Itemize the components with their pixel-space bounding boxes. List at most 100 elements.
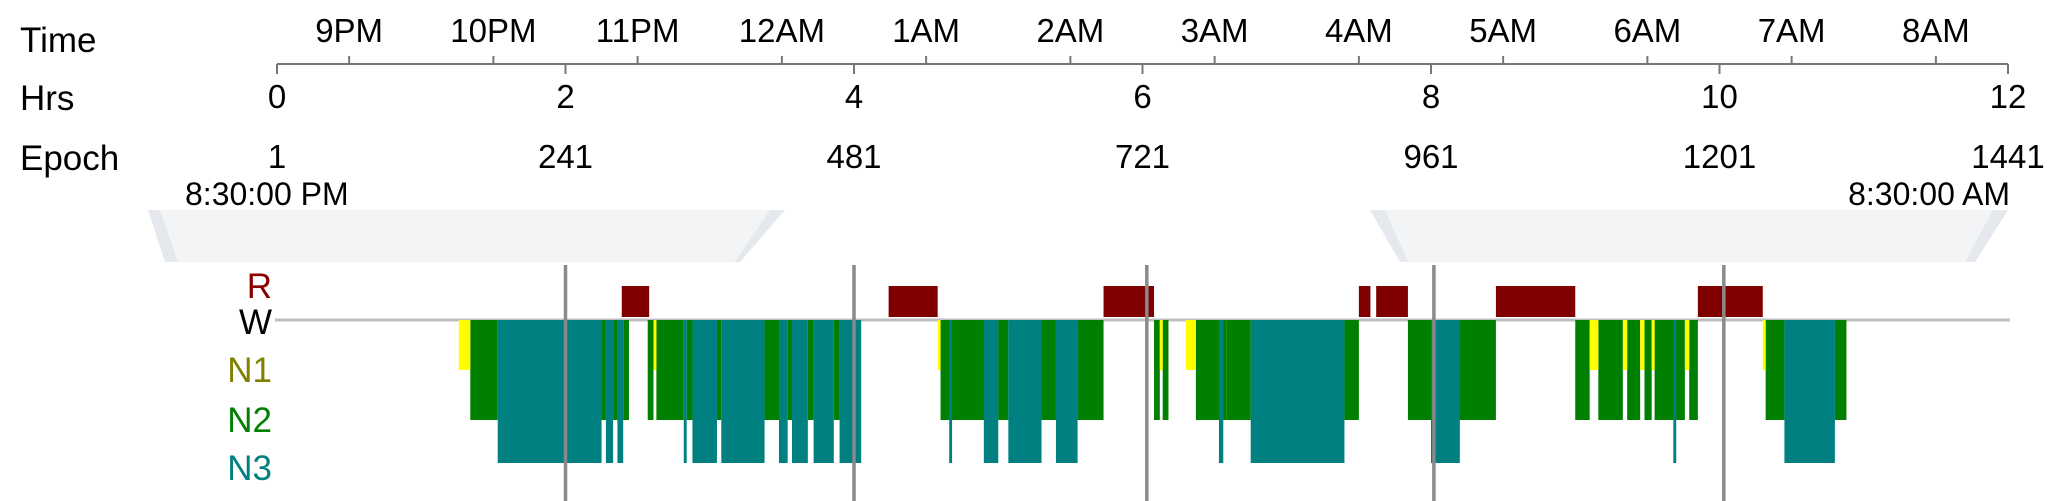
stage-segment-r xyxy=(1358,286,1371,317)
stage-segment-n3 xyxy=(949,320,953,463)
time-tick-label: 10PM xyxy=(450,12,536,49)
stage-segment-n1 xyxy=(1651,320,1655,370)
stage-segment-n3 xyxy=(605,320,614,463)
stage-label-w: W xyxy=(239,303,272,342)
stage-label-n1: N1 xyxy=(227,351,272,390)
stage-segment-n2 xyxy=(1644,320,1652,420)
stage-segment-n3 xyxy=(1055,320,1078,463)
epoch-tick-label: 961 xyxy=(1403,138,1458,175)
hrs-tick-label: 6 xyxy=(1133,78,1151,115)
time-row-label: Time xyxy=(20,21,96,60)
time-tick-label: 1AM xyxy=(892,12,960,49)
stage-segment-n2 xyxy=(1162,320,1169,420)
stage-segment-r xyxy=(621,286,650,317)
stage-segment-n2 xyxy=(647,320,654,420)
stage-segment-n3 xyxy=(1218,320,1224,463)
stage-segment-n2 xyxy=(613,320,618,420)
hrs-tick-label: 10 xyxy=(1701,78,1738,115)
hrs-tick-label: 2 xyxy=(556,78,574,115)
time-tick-label: 8AM xyxy=(1902,12,1970,49)
hrs-tick-label: 8 xyxy=(1422,78,1440,115)
epoch-tick-label: 1 xyxy=(268,138,286,175)
stage-segment-n2 xyxy=(807,320,814,420)
stage-segment-n3 xyxy=(721,320,765,463)
stage-segment-n2 xyxy=(1654,320,1685,420)
stage-segment-n1 xyxy=(1622,320,1628,370)
stage-segment-n2 xyxy=(1834,320,1847,420)
stage-segment-n3 xyxy=(839,320,862,463)
stage-segment-n2 xyxy=(764,320,779,420)
time-tick-label: 7AM xyxy=(1758,12,1826,49)
shade-band-right xyxy=(1370,210,2008,262)
stage-segment-n2 xyxy=(1344,320,1359,420)
stage-segment-n1 xyxy=(1159,320,1163,370)
stage-segment-n3 xyxy=(497,320,602,463)
stage-segment-n2 xyxy=(716,320,722,420)
stage-label-n3: N3 xyxy=(227,449,272,488)
stage-segment-n2 xyxy=(686,320,693,420)
stage-segment-n2 xyxy=(1077,320,1104,420)
stage-segment-r xyxy=(1495,286,1576,317)
time-tick-label: 12AM xyxy=(739,12,825,49)
epoch-tick-label: 241 xyxy=(538,138,593,175)
stage-segment-n3 xyxy=(1250,320,1345,463)
epoch-tick-label: 1201 xyxy=(1683,138,1756,175)
epoch-tick-label: 1441 xyxy=(1971,138,2044,175)
stage-segment-n2 xyxy=(1627,320,1641,420)
epoch-tick-label: 721 xyxy=(1115,138,1170,175)
stage-segment-n1 xyxy=(937,320,941,370)
stage-segment-n1 xyxy=(1762,320,1766,370)
stage-segment-n2 xyxy=(1154,320,1160,420)
stage-segment-n2 xyxy=(470,320,498,420)
end-time-label: 8:30:00 AM xyxy=(1848,176,2010,212)
stage-segment-n3 xyxy=(778,320,788,463)
stage-segment-n2 xyxy=(833,320,840,420)
stage-segment-n3 xyxy=(1431,320,1460,463)
hrs-row-label: Hrs xyxy=(20,79,74,118)
time-tick-label: 5AM xyxy=(1469,12,1537,49)
stage-label-r: R xyxy=(247,267,272,306)
stage-segment-n1 xyxy=(458,320,471,370)
stage-segment-n2 xyxy=(656,320,684,420)
hrs-tick-label: 0 xyxy=(268,78,286,115)
time-tick-label: 6AM xyxy=(1613,12,1681,49)
stage-segment-n2 xyxy=(1041,320,1056,420)
stage-segment-r xyxy=(1376,286,1408,317)
epoch-tick-label: 481 xyxy=(826,138,881,175)
stage-segment-n3 xyxy=(1673,320,1677,463)
stage-segment-n2 xyxy=(787,320,792,420)
time-tick-label: 9PM xyxy=(315,12,383,49)
stage-segment-n3 xyxy=(983,320,999,463)
stage-segment-n2 xyxy=(1226,320,1251,420)
time-tick-label: 2AM xyxy=(1036,12,1104,49)
start-time-label: 8:30:00 PM xyxy=(185,176,349,212)
stage-segment-n3 xyxy=(617,320,624,463)
stage-segment-n1 xyxy=(653,320,657,370)
stage-segment-n1 xyxy=(1589,320,1599,370)
stage-segment-n2 xyxy=(623,320,629,420)
stage-segment-n1 xyxy=(1640,320,1645,370)
stage-segment-r xyxy=(888,286,938,317)
stage-segment-n1 xyxy=(1684,320,1690,370)
stage-segment-n2 xyxy=(998,320,1009,420)
stage-segment-n3 xyxy=(1008,320,1042,463)
stage-label-n2: N2 xyxy=(227,401,272,440)
stage-segment-n3 xyxy=(692,320,717,463)
stage-segment-r xyxy=(1697,286,1763,317)
time-tick-label: 11PM xyxy=(596,12,680,49)
stage-segment-n2 xyxy=(1765,320,1785,420)
time-tick-label: 4AM xyxy=(1325,12,1393,49)
stage-segment-n1 xyxy=(1185,320,1196,370)
stage-segment-n2 xyxy=(1598,320,1623,420)
stage-segment-n2 xyxy=(1575,320,1590,420)
epoch-row-label: Epoch xyxy=(20,139,119,178)
stage-segment-n3 xyxy=(791,320,808,463)
stage-segment-n3 xyxy=(813,320,834,463)
stage-segment-n3 xyxy=(683,320,687,463)
shade-band-left xyxy=(148,210,785,262)
stage-segment-n2 xyxy=(1689,320,1698,420)
hrs-tick-label: 12 xyxy=(1990,78,2027,115)
stage-segment-n3 xyxy=(1784,320,1835,463)
hrs-tick-label: 4 xyxy=(845,78,863,115)
